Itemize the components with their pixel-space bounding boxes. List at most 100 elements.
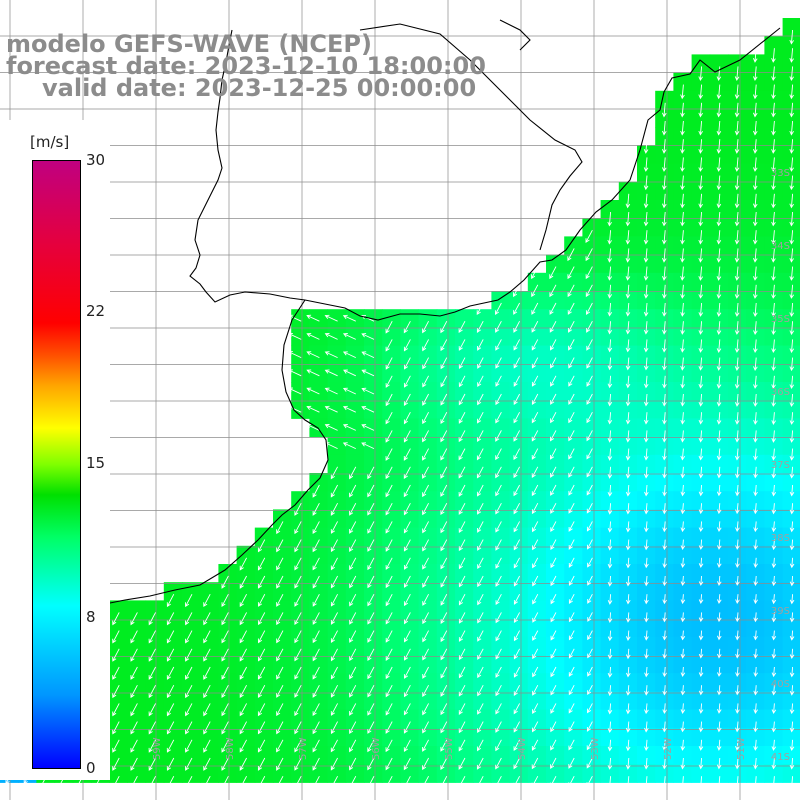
wind-arrow (221, 666, 229, 680)
wind-arrow (789, 284, 795, 299)
wind-arrow (185, 721, 193, 735)
wind-cell (327, 382, 347, 401)
wind-arrow (385, 557, 393, 570)
wind-cell (618, 600, 638, 620)
wind-arrow (771, 66, 776, 82)
wind-arrow (330, 775, 338, 789)
wind-arrow (349, 648, 357, 662)
wind-arrow (550, 484, 557, 496)
wind-arrow (440, 612, 448, 624)
wind-cell (655, 382, 674, 401)
wind-cell (309, 527, 329, 547)
wind-arrow (680, 484, 686, 497)
wind-cell (309, 764, 329, 783)
wind-arrow (789, 84, 794, 100)
wind-arrow (458, 502, 466, 515)
wind-arrow (789, 666, 795, 678)
wind-cell (200, 655, 219, 674)
wind-cell (127, 709, 147, 729)
wind-cell (345, 709, 365, 729)
legend-tick-0: 0 (86, 759, 96, 777)
wind-cell (291, 309, 310, 328)
wind-cell (236, 764, 256, 783)
forecast-date: forecast date: 2023-12-10 18:00:00 (6, 52, 486, 80)
wind-arrow (607, 448, 613, 461)
wind-cell (709, 400, 729, 419)
wind-arrow (644, 503, 649, 515)
wind-cell (455, 600, 474, 620)
wind-arrow (148, 703, 156, 717)
wind-arrow (294, 575, 302, 589)
wind-arrow (734, 66, 740, 82)
wind-arrow (771, 484, 777, 497)
wind-cell (364, 691, 383, 711)
wind-arrow (148, 775, 156, 790)
wind-arrow (385, 539, 393, 552)
wind-arrow (495, 375, 502, 387)
wind-arrow (789, 466, 795, 479)
wind-cell (400, 454, 420, 474)
wind-cell (418, 691, 438, 711)
wind-cell (455, 382, 474, 401)
wind-arrow (440, 339, 448, 352)
wind-arrow (789, 248, 794, 263)
wind-cell (673, 327, 693, 347)
wind-arrow (312, 721, 320, 735)
wind-arrow (680, 302, 685, 317)
wind-cell (527, 691, 547, 711)
wind-cell (418, 746, 438, 765)
wind-cell (564, 746, 583, 765)
wind-cell (364, 327, 383, 347)
wind-cell (291, 691, 310, 711)
wind-arrow (753, 302, 758, 318)
wind-arrow (661, 102, 667, 118)
wind-arrow (771, 612, 777, 623)
wind-cell (436, 509, 456, 529)
wind-cell (382, 454, 401, 474)
wind-cell (673, 673, 693, 692)
wind-cell (764, 673, 784, 692)
wind-arrow (586, 775, 593, 788)
wind-arrow (789, 739, 795, 752)
wind-arrow (680, 139, 685, 154)
wind-arrow (734, 266, 740, 281)
wind-cell (127, 764, 147, 783)
wind-cell (418, 527, 438, 547)
wind-arrow (607, 703, 613, 715)
wind-cell (764, 218, 784, 237)
wind-cell (418, 473, 438, 492)
wind-arrow (385, 703, 393, 716)
wind-cell (637, 272, 656, 292)
wind-arrow (568, 393, 575, 405)
wind-arrow (698, 521, 704, 533)
lon-label: 59W (152, 737, 163, 760)
wind-cell (109, 600, 128, 620)
wind-arrow (203, 703, 211, 717)
wind-cell (491, 400, 511, 419)
wind-arrow (753, 466, 758, 479)
wind-arrow (698, 739, 704, 751)
wind-cell (436, 473, 456, 492)
wind-arrow (221, 721, 229, 735)
wind-cell (254, 600, 274, 620)
wind-arrow (789, 157, 794, 172)
wind-arrow (568, 666, 575, 677)
wind-cell (637, 218, 656, 237)
color-scale-bar (32, 160, 81, 769)
wind-cell (291, 327, 310, 347)
wind-cell (254, 545, 274, 565)
wind-arrow (680, 393, 685, 407)
wind-cell (400, 400, 420, 419)
wind-arrow (306, 351, 320, 359)
wind-arrow (753, 539, 758, 551)
wind-arrow (495, 393, 502, 406)
wind-cell (618, 746, 638, 765)
wind-arrow (458, 703, 466, 715)
wind-arrow (585, 284, 593, 298)
wind-arrow (644, 630, 649, 641)
wind-arrow (753, 412, 758, 425)
wind-cell (782, 491, 800, 510)
wind-cell (345, 655, 365, 674)
wind-arrow (312, 666, 320, 680)
wind-cell (582, 436, 602, 456)
